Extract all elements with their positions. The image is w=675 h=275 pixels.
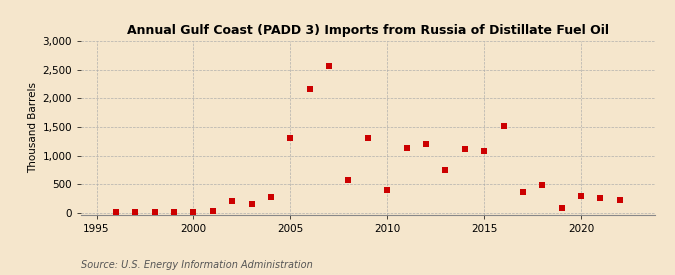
Point	[518, 190, 529, 194]
Point	[169, 210, 180, 214]
Point	[556, 206, 567, 211]
Point	[614, 198, 625, 202]
Point	[246, 202, 257, 207]
Point	[498, 124, 509, 129]
Point	[421, 142, 431, 146]
Point	[207, 209, 218, 213]
Point	[324, 64, 335, 68]
Point	[362, 136, 373, 140]
Point	[149, 210, 160, 215]
Point	[382, 188, 393, 193]
Y-axis label: Thousand Barrels: Thousand Barrels	[28, 82, 38, 173]
Text: Source: U.S. Energy Information Administration: Source: U.S. Energy Information Administ…	[81, 260, 313, 270]
Point	[595, 196, 606, 200]
Point	[479, 149, 489, 153]
Point	[576, 194, 587, 199]
Point	[537, 183, 547, 187]
Point	[188, 210, 199, 214]
Point	[227, 199, 238, 204]
Point	[401, 146, 412, 150]
Point	[130, 210, 140, 215]
Point	[304, 87, 315, 92]
Point	[343, 177, 354, 182]
Point	[265, 195, 276, 199]
Point	[440, 168, 451, 173]
Point	[285, 136, 296, 140]
Title: Annual Gulf Coast (PADD 3) Imports from Russia of Distillate Fuel Oil: Annual Gulf Coast (PADD 3) Imports from …	[127, 24, 609, 37]
Point	[111, 210, 122, 215]
Point	[460, 147, 470, 152]
